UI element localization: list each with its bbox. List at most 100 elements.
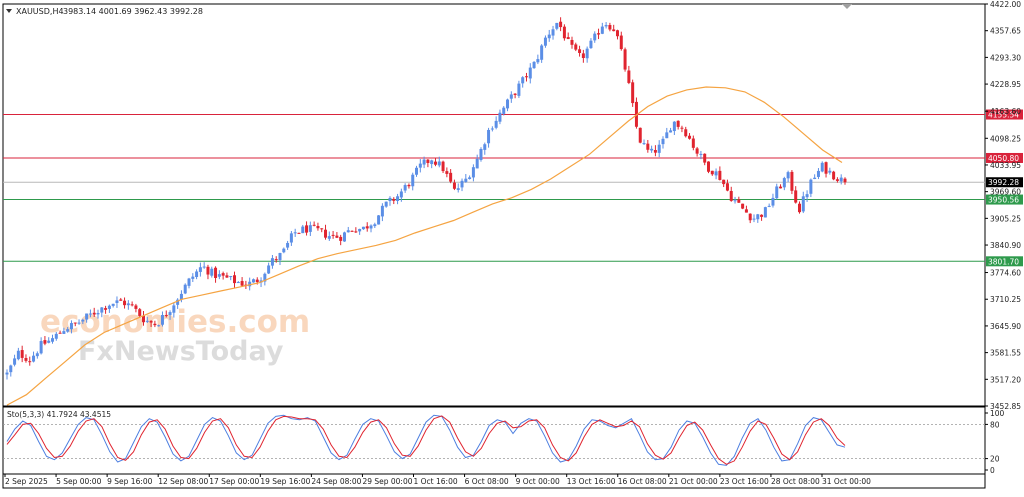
- bullish-candle: [502, 107, 506, 114]
- bearish-candle: [134, 305, 138, 309]
- bullish-candle: [187, 278, 191, 286]
- bullish-candle: [490, 128, 494, 130]
- price-tick-label: 3774.60: [990, 269, 1021, 278]
- bullish-candle: [176, 299, 180, 305]
- price-tick-label: 3905.25: [990, 214, 1021, 223]
- bearish-candle: [73, 322, 77, 324]
- bullish-candle: [191, 276, 195, 279]
- time-axis-frame: [2, 473, 986, 489]
- bullish-candle: [85, 313, 89, 320]
- bullish-candle: [763, 207, 767, 218]
- support-level-tag: [986, 194, 1023, 205]
- bullish-candle: [714, 171, 718, 176]
- time-tick-label: 24 Sep 08:00: [311, 477, 361, 486]
- bearish-candle: [524, 76, 528, 78]
- bullish-candle: [96, 313, 100, 315]
- bullish-candle: [828, 170, 832, 173]
- bullish-candle: [460, 180, 464, 188]
- bullish-candle: [775, 186, 779, 199]
- bullish-candle: [5, 372, 9, 375]
- bullish-candle: [593, 33, 597, 41]
- bearish-candle: [316, 226, 320, 229]
- bullish-candle: [47, 340, 51, 343]
- stochastic-title: Sto(5,3,3) 41.7924 43.4515: [7, 410, 111, 419]
- bearish-candle: [790, 171, 794, 191]
- scroll-marker-icon[interactable]: [842, 4, 852, 9]
- support-level-label: 3950.56: [988, 196, 1019, 205]
- bullish-candle: [327, 236, 331, 239]
- bearish-candle: [843, 178, 847, 183]
- bullish-candle: [377, 215, 381, 225]
- bearish-candle: [744, 209, 748, 213]
- bearish-candle: [703, 153, 707, 163]
- bullish-candle: [820, 162, 824, 172]
- bullish-candle: [733, 200, 737, 202]
- bullish-candle: [179, 293, 183, 300]
- bearish-candle: [680, 127, 684, 129]
- bearish-candle: [581, 53, 585, 59]
- bullish-candle: [54, 333, 58, 339]
- bearish-candle: [835, 179, 839, 181]
- bearish-candle: [722, 179, 726, 185]
- symbol-label: XAUUSD,H4: [16, 7, 64, 16]
- bullish-candle: [604, 25, 608, 27]
- bearish-candle: [710, 170, 714, 175]
- bearish-candle: [684, 129, 688, 137]
- bearish-candle: [297, 232, 301, 234]
- bullish-candle: [301, 226, 305, 234]
- bearish-candle: [832, 171, 836, 180]
- time-tick-label: 9 Oct 00:00: [516, 477, 560, 486]
- bullish-candle: [267, 265, 271, 274]
- bullish-candle: [32, 355, 36, 362]
- price-tick-label: 4357.65: [990, 27, 1021, 36]
- bullish-candle: [39, 341, 43, 354]
- bullish-candle: [62, 331, 66, 334]
- bearish-candle: [824, 162, 828, 174]
- bearish-candle: [574, 44, 578, 50]
- bearish-candle: [452, 182, 456, 189]
- bullish-candle: [555, 22, 559, 29]
- bearish-candle: [214, 267, 218, 279]
- price-tick-label: 4033.95: [990, 161, 1021, 170]
- bullish-candle: [521, 77, 525, 84]
- bullish-candle: [403, 185, 407, 191]
- bearish-candle: [631, 82, 635, 104]
- bullish-candle: [422, 159, 426, 165]
- price-tick-label: 3969.60: [990, 188, 1021, 197]
- bullish-candle: [543, 37, 547, 46]
- bearish-candle: [627, 70, 631, 83]
- time-tick-label: 6 Oct 08:00: [465, 477, 509, 486]
- bearish-candle: [559, 21, 563, 28]
- bullish-candle: [752, 218, 756, 220]
- bullish-candle: [430, 160, 434, 165]
- bullish-candle: [600, 26, 604, 34]
- bullish-candle: [126, 303, 130, 306]
- bullish-candle: [411, 174, 415, 187]
- bearish-candle: [320, 228, 324, 230]
- watermark: economies.com FxNewsToday: [40, 304, 310, 367]
- stochastic-signal-line: [6, 415, 846, 465]
- bearish-candle: [449, 172, 453, 182]
- bearish-candle: [305, 225, 309, 233]
- bearish-candle: [92, 312, 96, 315]
- bearish-candle: [794, 190, 798, 203]
- bearish-candle: [365, 226, 369, 229]
- bullish-candle: [589, 40, 593, 49]
- bearish-candle: [623, 49, 627, 70]
- bullish-candle: [479, 148, 483, 161]
- bullish-candle: [293, 232, 297, 234]
- bearish-candle: [433, 161, 437, 165]
- bullish-candle: [809, 179, 813, 194]
- bullish-candle: [464, 178, 468, 182]
- bullish-candle: [81, 319, 85, 322]
- bullish-candle: [517, 83, 521, 96]
- bearish-candle: [28, 361, 32, 363]
- time-tick-label: 1 Oct 16:00: [414, 477, 458, 486]
- time-tick-label: 21 Oct 00:00: [669, 477, 718, 486]
- bullish-candle: [657, 144, 661, 153]
- menu-triangle-icon[interactable]: [6, 9, 12, 13]
- bullish-candle: [547, 34, 551, 39]
- time-tick-label: 31 Oct 00:00: [822, 477, 871, 486]
- resistance-level-label: 4155.54: [988, 111, 1019, 120]
- bearish-candle: [570, 39, 574, 45]
